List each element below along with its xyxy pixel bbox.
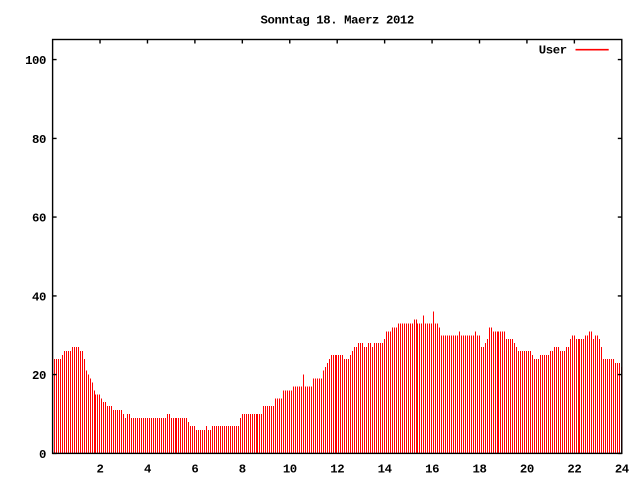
svg-text:20: 20 — [32, 369, 46, 383]
svg-text:0: 0 — [39, 448, 46, 462]
svg-text:4: 4 — [144, 462, 152, 476]
svg-text:14: 14 — [378, 462, 393, 476]
svg-text:2: 2 — [97, 462, 104, 476]
svg-text:16: 16 — [425, 462, 439, 476]
svg-text:22: 22 — [567, 462, 581, 476]
svg-text:18: 18 — [473, 462, 487, 476]
svg-text:80: 80 — [32, 133, 46, 147]
svg-text:24: 24 — [615, 462, 630, 476]
svg-text:20: 20 — [520, 462, 534, 476]
svg-text:Sonntag 18. Maerz 2012: Sonntag 18. Maerz 2012 — [261, 14, 414, 28]
svg-text:100: 100 — [25, 54, 46, 68]
svg-text:User: User — [539, 44, 567, 58]
svg-text:10: 10 — [283, 462, 297, 476]
svg-text:40: 40 — [32, 290, 46, 304]
svg-text:12: 12 — [330, 462, 344, 476]
svg-text:8: 8 — [239, 462, 246, 476]
svg-text:60: 60 — [32, 212, 46, 226]
svg-text:6: 6 — [191, 462, 198, 476]
